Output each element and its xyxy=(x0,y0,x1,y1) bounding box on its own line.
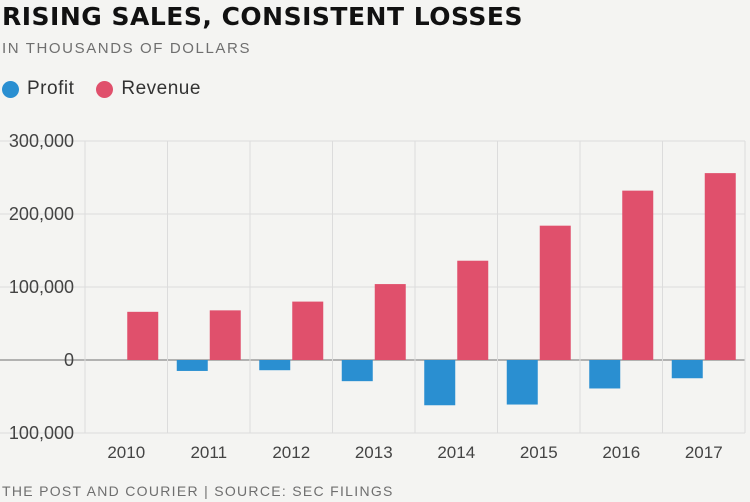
chart-title: RISING SALES, CONSISTENT LOSSES xyxy=(2,2,523,31)
x-tick-label: 2012 xyxy=(272,443,310,462)
x-tick-label: 2010 xyxy=(107,443,145,462)
legend-label-profit: Profit xyxy=(27,78,75,99)
bar-revenue-2010 xyxy=(127,311,159,360)
legend-item-profit: Profit xyxy=(2,78,74,100)
bar-profit-2011 xyxy=(176,360,208,371)
y-tick-label: 300,000 xyxy=(9,131,74,151)
x-tick-label: 2011 xyxy=(190,443,227,462)
y-tick-label: 100,000 xyxy=(9,277,74,297)
bar-profit-2015 xyxy=(506,360,538,405)
x-tick-label: 2016 xyxy=(602,443,640,462)
y-tick-label: 0 xyxy=(64,350,74,370)
y-tick-label: 200,000 xyxy=(9,204,74,224)
bar-profit-2016 xyxy=(589,360,621,389)
source-note: THE POST AND COURIER | SOURCE: SEC FILIN… xyxy=(2,483,394,499)
bar-revenue-2013 xyxy=(374,284,406,360)
bar-revenue-2014 xyxy=(457,260,489,360)
bar-revenue-2017 xyxy=(704,173,736,360)
legend-swatch-profit xyxy=(2,80,19,98)
bar-profit-2014 xyxy=(424,360,456,406)
bar-profit-2013 xyxy=(341,360,373,382)
legend-label-revenue: Revenue xyxy=(121,78,201,99)
x-tick-label: 2014 xyxy=(437,443,475,462)
bar-revenue-2011 xyxy=(209,310,241,360)
legend: Profit Revenue xyxy=(2,78,201,100)
bar-revenue-2012 xyxy=(292,301,324,360)
x-tick-label: 2015 xyxy=(520,443,558,462)
bar-revenue-2015 xyxy=(539,225,571,360)
bar-revenue-2016 xyxy=(622,190,654,360)
x-tick-label: 2013 xyxy=(355,443,393,462)
bar-profit-2017 xyxy=(671,360,703,379)
bar-profit-2012 xyxy=(259,360,291,371)
legend-swatch-revenue xyxy=(96,80,114,98)
y-tick-label: 100,000 xyxy=(9,423,74,443)
x-tick-label: 2017 xyxy=(685,443,723,462)
chart-subtitle: IN THOUSANDS OF DOLLARS xyxy=(2,40,252,57)
legend-item-revenue: Revenue xyxy=(96,78,201,100)
